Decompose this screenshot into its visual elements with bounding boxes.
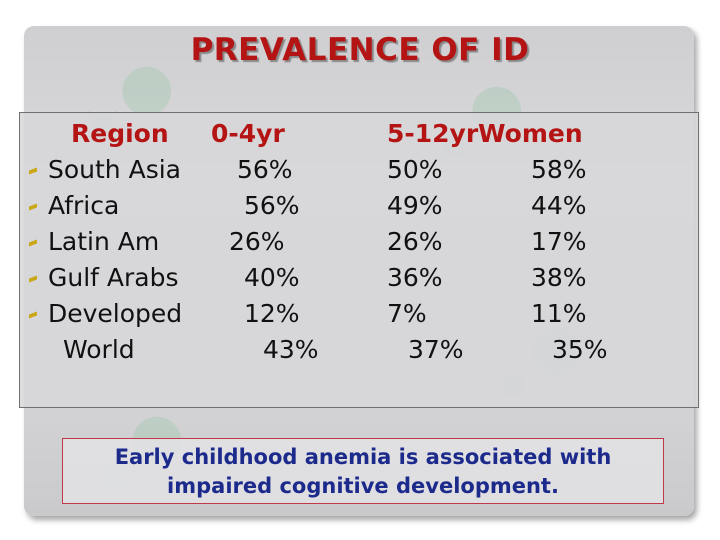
- row-region: South Asia: [48, 155, 181, 184]
- note-line-2: impaired cognitive development.: [167, 474, 559, 498]
- row-region: World: [63, 335, 135, 364]
- note-text: Early childhood anemia is associated wit…: [62, 443, 664, 501]
- header-5-12yr: 5-12yr: [387, 119, 479, 148]
- slide-title: PREVALENCE OF ID: [190, 32, 530, 68]
- header-0-4yr: 0-4yr: [211, 119, 285, 148]
- row-value-women: 38%: [531, 263, 587, 292]
- row-value-women: 44%: [531, 191, 587, 220]
- prevalence-table: [19, 112, 699, 408]
- row-value-0-4yr: 56%: [237, 155, 293, 184]
- row-value-women: 35%: [552, 335, 608, 364]
- row-region: Gulf Arabs: [48, 263, 179, 292]
- row-value-women: 11%: [531, 299, 587, 328]
- row-value-women: 58%: [531, 155, 587, 184]
- row-region: Africa: [48, 191, 120, 220]
- row-value-0-4yr: 43%: [263, 335, 319, 364]
- row-value-5-12yr: 37%: [408, 335, 464, 364]
- note-box: [62, 438, 664, 504]
- row-value-0-4yr: 26%: [229, 227, 285, 256]
- row-value-5-12yr: 49%: [387, 191, 443, 220]
- header-women: Women: [478, 119, 583, 148]
- row-value-5-12yr: 26%: [387, 227, 443, 256]
- row-region: Developed: [48, 299, 183, 328]
- row-value-5-12yr: 7%: [387, 299, 427, 328]
- header-region: Region: [71, 119, 169, 148]
- note-line-1: Early childhood anemia is associated wit…: [114, 445, 612, 469]
- row-value-5-12yr: 50%: [387, 155, 443, 184]
- row-value-0-4yr: 40%: [244, 263, 300, 292]
- row-value-0-4yr: 12%: [244, 299, 300, 328]
- row-value-5-12yr: 36%: [387, 263, 443, 292]
- row-value-women: 17%: [531, 227, 587, 256]
- row-region: Latin Am: [48, 227, 160, 256]
- row-value-0-4yr: 56%: [244, 191, 300, 220]
